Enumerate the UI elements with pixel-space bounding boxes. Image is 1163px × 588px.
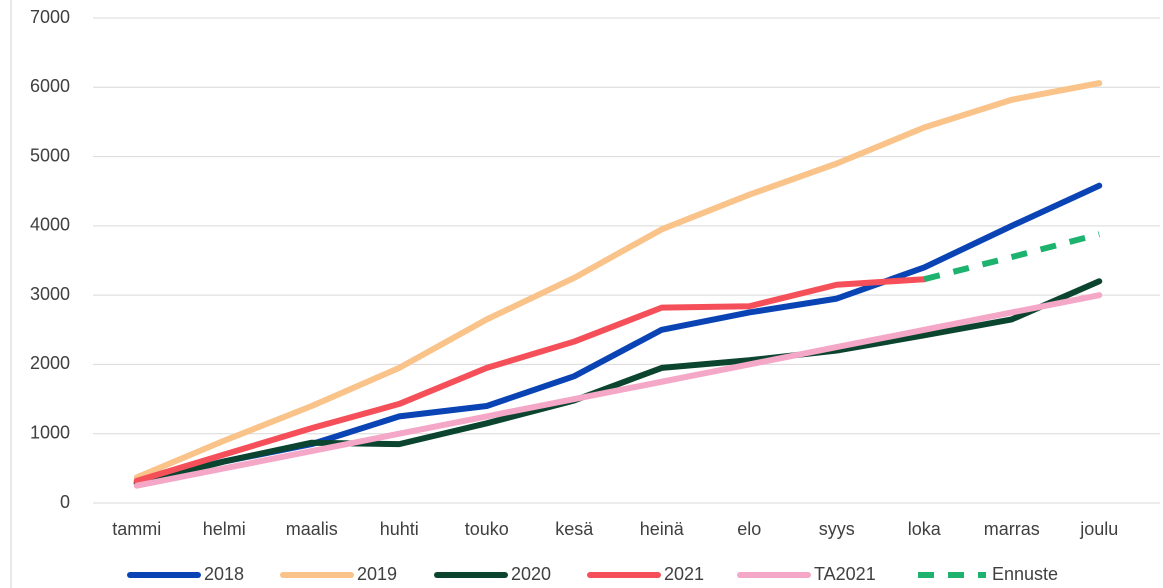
x-tick-label: heinä (640, 519, 685, 539)
legend-label: 2021 (664, 564, 704, 584)
x-tick-label: elo (737, 519, 761, 539)
y-tick-label: 3000 (30, 284, 70, 304)
y-tick-label: 2000 (30, 353, 70, 373)
x-tick-label: tammi (112, 519, 161, 539)
legend-label: 2019 (357, 564, 397, 584)
series-line (133, 80, 1103, 481)
x-tick-label: helmi (203, 519, 246, 539)
legend-label: 2020 (511, 564, 551, 584)
x-tick-label: loka (908, 519, 942, 539)
series-line (133, 276, 928, 484)
y-tick-label: 6000 (30, 76, 70, 96)
x-tick-label: touko (465, 519, 509, 539)
x-tick-label: huhti (380, 519, 419, 539)
series-line (923, 231, 1101, 283)
series-line (133, 278, 1103, 487)
x-tick-label: joulu (1079, 519, 1118, 539)
x-tick-label: marras (984, 519, 1040, 539)
series-line (133, 292, 1103, 489)
legend-label: TA2021 (814, 564, 876, 584)
y-tick-label: 7000 (30, 7, 70, 27)
y-tick-label: 0 (60, 492, 70, 512)
y-tick-label: 5000 (30, 145, 70, 165)
x-tick-label: kesä (555, 519, 594, 539)
x-tick-label: syys (819, 519, 855, 539)
legend-label: 2018 (204, 564, 244, 584)
legend-label: Ennuste (992, 564, 1058, 584)
y-tick-label: 4000 (30, 215, 70, 235)
x-tick-label: maalis (286, 519, 338, 539)
y-tick-label: 1000 (30, 422, 70, 442)
